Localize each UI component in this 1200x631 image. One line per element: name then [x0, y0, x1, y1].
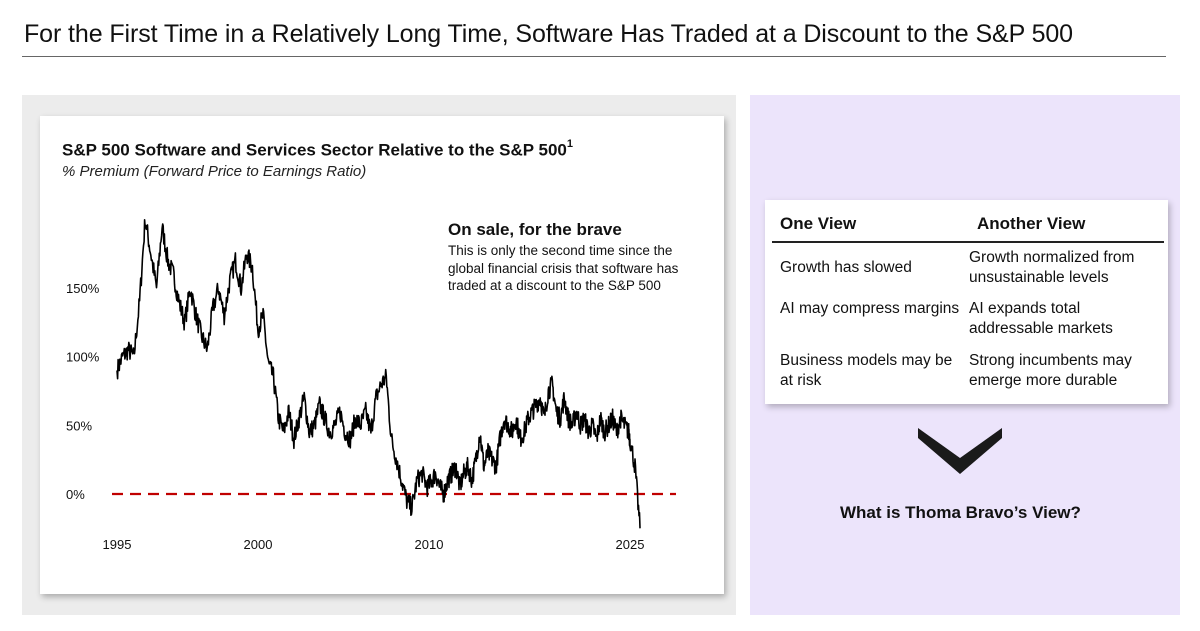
x-tick-label-3: 2025 [616, 537, 645, 552]
y-tick-label-3: 0% [66, 487, 85, 502]
row-3-another-view: Strong incumbents may emerge more durabl… [969, 352, 1132, 389]
x-tick-label-2: 2010 [415, 537, 444, 552]
x-tick-label-1: 2000 [244, 537, 273, 552]
row-1-one-view: Growth has slowed [780, 259, 912, 276]
row-2-another-view: AI expands total addressable markets [969, 300, 1113, 337]
chevron-down-icon [918, 428, 1002, 474]
chart-title-footnote: 1 [566, 138, 574, 150]
y-tick-label-0: 150% [66, 281, 100, 296]
row-1-another-view: Growth normalized from unsustainable lev… [969, 249, 1135, 286]
title-divider [22, 56, 1166, 57]
x-tick-label-0: 1995 [103, 537, 132, 552]
x-axis-ticks: 1995 2000 2010 2025 [103, 537, 645, 552]
thoma-bravo-view-question: What is Thoma Bravo’s View? [840, 503, 1081, 522]
series-line-software-premium [116, 219, 641, 529]
y-tick-label-1: 100% [66, 350, 100, 365]
chart-title: S&P 500 Software and Services Sector Rel… [62, 138, 574, 161]
row-2-one-view: AI may compress margins [780, 300, 960, 317]
row-3-one-view: Business models may be at risk [780, 352, 953, 389]
chart-card: S&P 500 Software and Services Sector Rel… [40, 116, 724, 594]
y-axis-ticks: 150% 100% 50% 0% [66, 281, 100, 502]
chart-title-text: S&P 500 Software and Services Sector Rel… [62, 140, 567, 160]
page-title: For the First Time in a Relatively Long … [24, 20, 1073, 48]
annotation-text: This is only the second time since the g… [448, 243, 679, 293]
comparison-table: One View Another View Growth has slowed … [765, 200, 1168, 404]
y-tick-label-2: 50% [66, 418, 92, 433]
column-header-another-view: Another View [977, 214, 1086, 233]
annotation-title: On sale, for the brave [448, 220, 622, 239]
line-chart: 150% 100% 50% 0% 1995 2000 2010 2025 [66, 219, 676, 552]
column-header-one-view: One View [780, 214, 857, 233]
chart-subtitle: % Premium (Forward Price to Earnings Rat… [62, 163, 367, 180]
header-divider [772, 241, 1164, 243]
